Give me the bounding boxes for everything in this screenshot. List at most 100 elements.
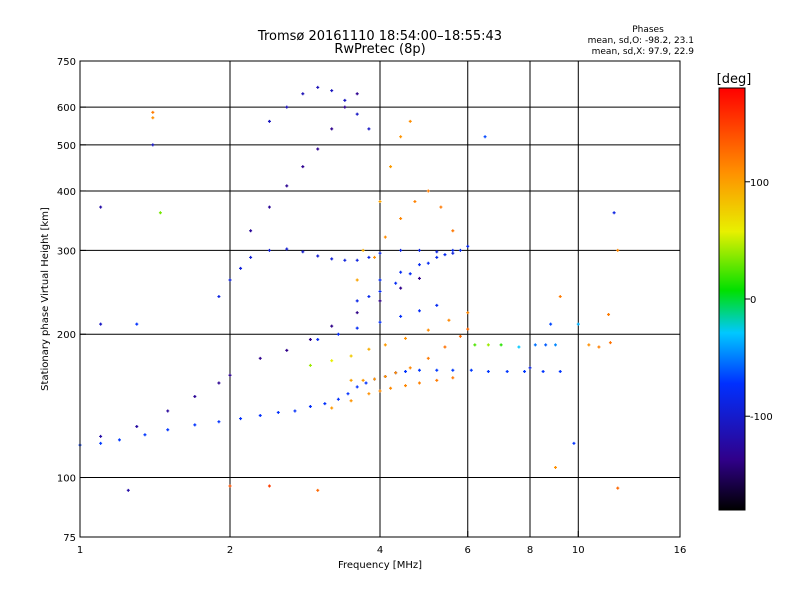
data-point <box>426 189 430 193</box>
data-point <box>217 381 221 385</box>
data-point <box>301 165 305 169</box>
data-point <box>607 313 611 317</box>
data-point <box>558 370 562 374</box>
chart-title: Tromsø 20161110 18:54:00–18:55:43 <box>257 29 502 44</box>
data-point <box>469 368 473 372</box>
data-point <box>587 343 591 347</box>
data-point <box>330 257 334 261</box>
data-point <box>323 402 327 406</box>
data-point <box>355 311 359 315</box>
data-point <box>367 127 371 131</box>
colorbar-tick-label: 0 <box>750 295 756 306</box>
data-point <box>316 147 320 151</box>
x-tick-label: 16 <box>674 545 687 556</box>
data-point <box>394 371 398 375</box>
data-point <box>417 248 421 252</box>
colorbar-label: [deg] <box>717 72 752 87</box>
data-point <box>426 261 430 265</box>
data-point <box>389 386 393 390</box>
data-point <box>355 326 359 330</box>
data-point <box>394 281 398 285</box>
data-point <box>576 322 580 326</box>
data-point <box>239 417 243 421</box>
x-tick-label: 1 <box>77 545 83 556</box>
data-point <box>558 295 562 299</box>
data-point <box>316 254 320 258</box>
x-axis-ticks: 1 2 4 6 8 10 16 <box>77 531 687 556</box>
data-point <box>228 278 232 282</box>
data-point <box>378 389 382 393</box>
data-point <box>544 343 548 347</box>
data-point <box>553 465 557 469</box>
data-point <box>458 248 462 252</box>
y-tick-label: 200 <box>57 330 76 341</box>
data-point <box>217 420 221 424</box>
data-point <box>399 217 403 221</box>
x-axis-label: Frequency [MHz] <box>338 560 422 571</box>
data-point <box>458 334 462 338</box>
data-point <box>293 409 297 413</box>
data-point <box>473 343 477 347</box>
y-axis-label: Stationary phase Virtual Height [km] <box>40 207 51 391</box>
y-tick-label: 300 <box>57 246 76 257</box>
data-point <box>349 354 353 358</box>
data-point <box>267 205 271 209</box>
data-point <box>378 200 382 204</box>
data-point <box>378 320 382 324</box>
x-tick-label: 8 <box>527 545 533 556</box>
data-point <box>408 119 412 123</box>
data-point <box>399 270 403 274</box>
y-tick-label: 500 <box>57 141 76 152</box>
data-point <box>330 406 334 410</box>
data-point <box>258 356 262 360</box>
data-point <box>355 92 359 96</box>
data-point <box>228 484 232 488</box>
data-point <box>361 248 365 252</box>
data-point <box>316 85 320 89</box>
data-point <box>99 322 103 326</box>
colorbar <box>718 87 746 511</box>
data-point <box>349 378 353 382</box>
data-point <box>435 378 439 382</box>
data-point <box>451 368 455 372</box>
data-point <box>417 381 421 385</box>
data-point <box>239 266 243 270</box>
chart-subtitle: RwPretec (8p) <box>334 42 425 57</box>
data-point <box>399 248 403 252</box>
data-point <box>435 303 439 307</box>
data-point <box>228 373 232 377</box>
data-point <box>316 337 320 341</box>
grid-lines <box>80 61 680 537</box>
data-point <box>367 347 371 351</box>
data-point <box>355 112 359 116</box>
data-point <box>426 356 430 360</box>
data-points <box>78 85 620 492</box>
data-point <box>399 135 403 139</box>
data-point <box>399 314 403 318</box>
data-point <box>99 441 103 445</box>
colorbar-ticks: 100 0 -100 <box>745 178 773 423</box>
data-point <box>447 318 451 322</box>
data-point <box>408 272 412 276</box>
data-point <box>308 337 312 341</box>
data-point <box>417 263 421 267</box>
data-point <box>258 413 262 417</box>
data-point <box>435 250 439 254</box>
data-point <box>523 370 527 374</box>
data-point <box>435 368 439 372</box>
data-point <box>383 375 387 379</box>
x-tick-label: 4 <box>377 545 383 556</box>
data-point <box>486 343 490 347</box>
data-point <box>378 299 382 303</box>
data-point <box>616 486 620 490</box>
data-point <box>608 341 612 345</box>
data-point <box>373 377 377 381</box>
phases-heading: Phases <box>632 25 664 35</box>
data-point <box>217 295 221 299</box>
data-point <box>451 251 455 255</box>
data-point <box>616 248 620 252</box>
data-point <box>330 89 334 93</box>
data-point <box>151 116 155 120</box>
y-tick-label: 750 <box>57 57 76 68</box>
